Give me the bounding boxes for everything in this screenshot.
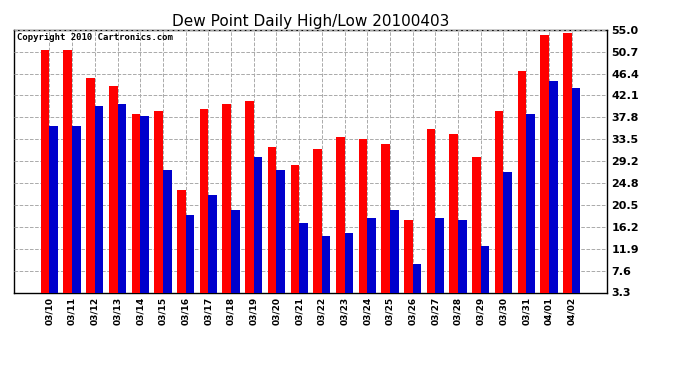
Bar [290,165,299,309]
Bar [563,33,571,309]
Bar [72,126,81,309]
Bar [359,139,367,309]
Bar [540,35,549,309]
Bar [481,246,489,309]
Bar [413,264,422,309]
Bar [277,170,285,309]
Bar [245,101,254,309]
Bar [504,172,512,309]
Bar [231,210,239,309]
Bar [86,78,95,309]
Bar [163,170,172,309]
Bar [495,111,504,309]
Bar [382,144,390,309]
Bar [132,114,140,309]
Text: Copyright 2010 Cartronics.com: Copyright 2010 Cartronics.com [17,33,172,42]
Title: Dew Point Daily High/Low 20100403: Dew Point Daily High/Low 20100403 [172,14,449,29]
Bar [336,136,344,309]
Bar [268,147,277,309]
Bar [449,134,458,309]
Bar [404,220,413,309]
Bar [155,111,163,309]
Bar [390,210,399,309]
Bar [344,233,353,309]
Bar [472,157,481,309]
Bar [518,70,526,309]
Bar [254,157,262,309]
Bar [222,104,231,309]
Bar [458,220,466,309]
Bar [435,218,444,309]
Bar [50,126,58,309]
Bar [140,116,149,309]
Bar [549,81,558,309]
Bar [109,86,117,309]
Bar [117,104,126,309]
Bar [322,236,331,309]
Bar [186,215,195,309]
Bar [177,190,186,309]
Bar [526,114,535,309]
Bar [41,50,50,309]
Bar [313,149,322,309]
Bar [426,129,435,309]
Bar [367,218,376,309]
Bar [199,109,208,309]
Bar [63,50,72,309]
Bar [208,195,217,309]
Bar [95,106,103,309]
Bar [571,88,580,309]
Bar [299,223,308,309]
